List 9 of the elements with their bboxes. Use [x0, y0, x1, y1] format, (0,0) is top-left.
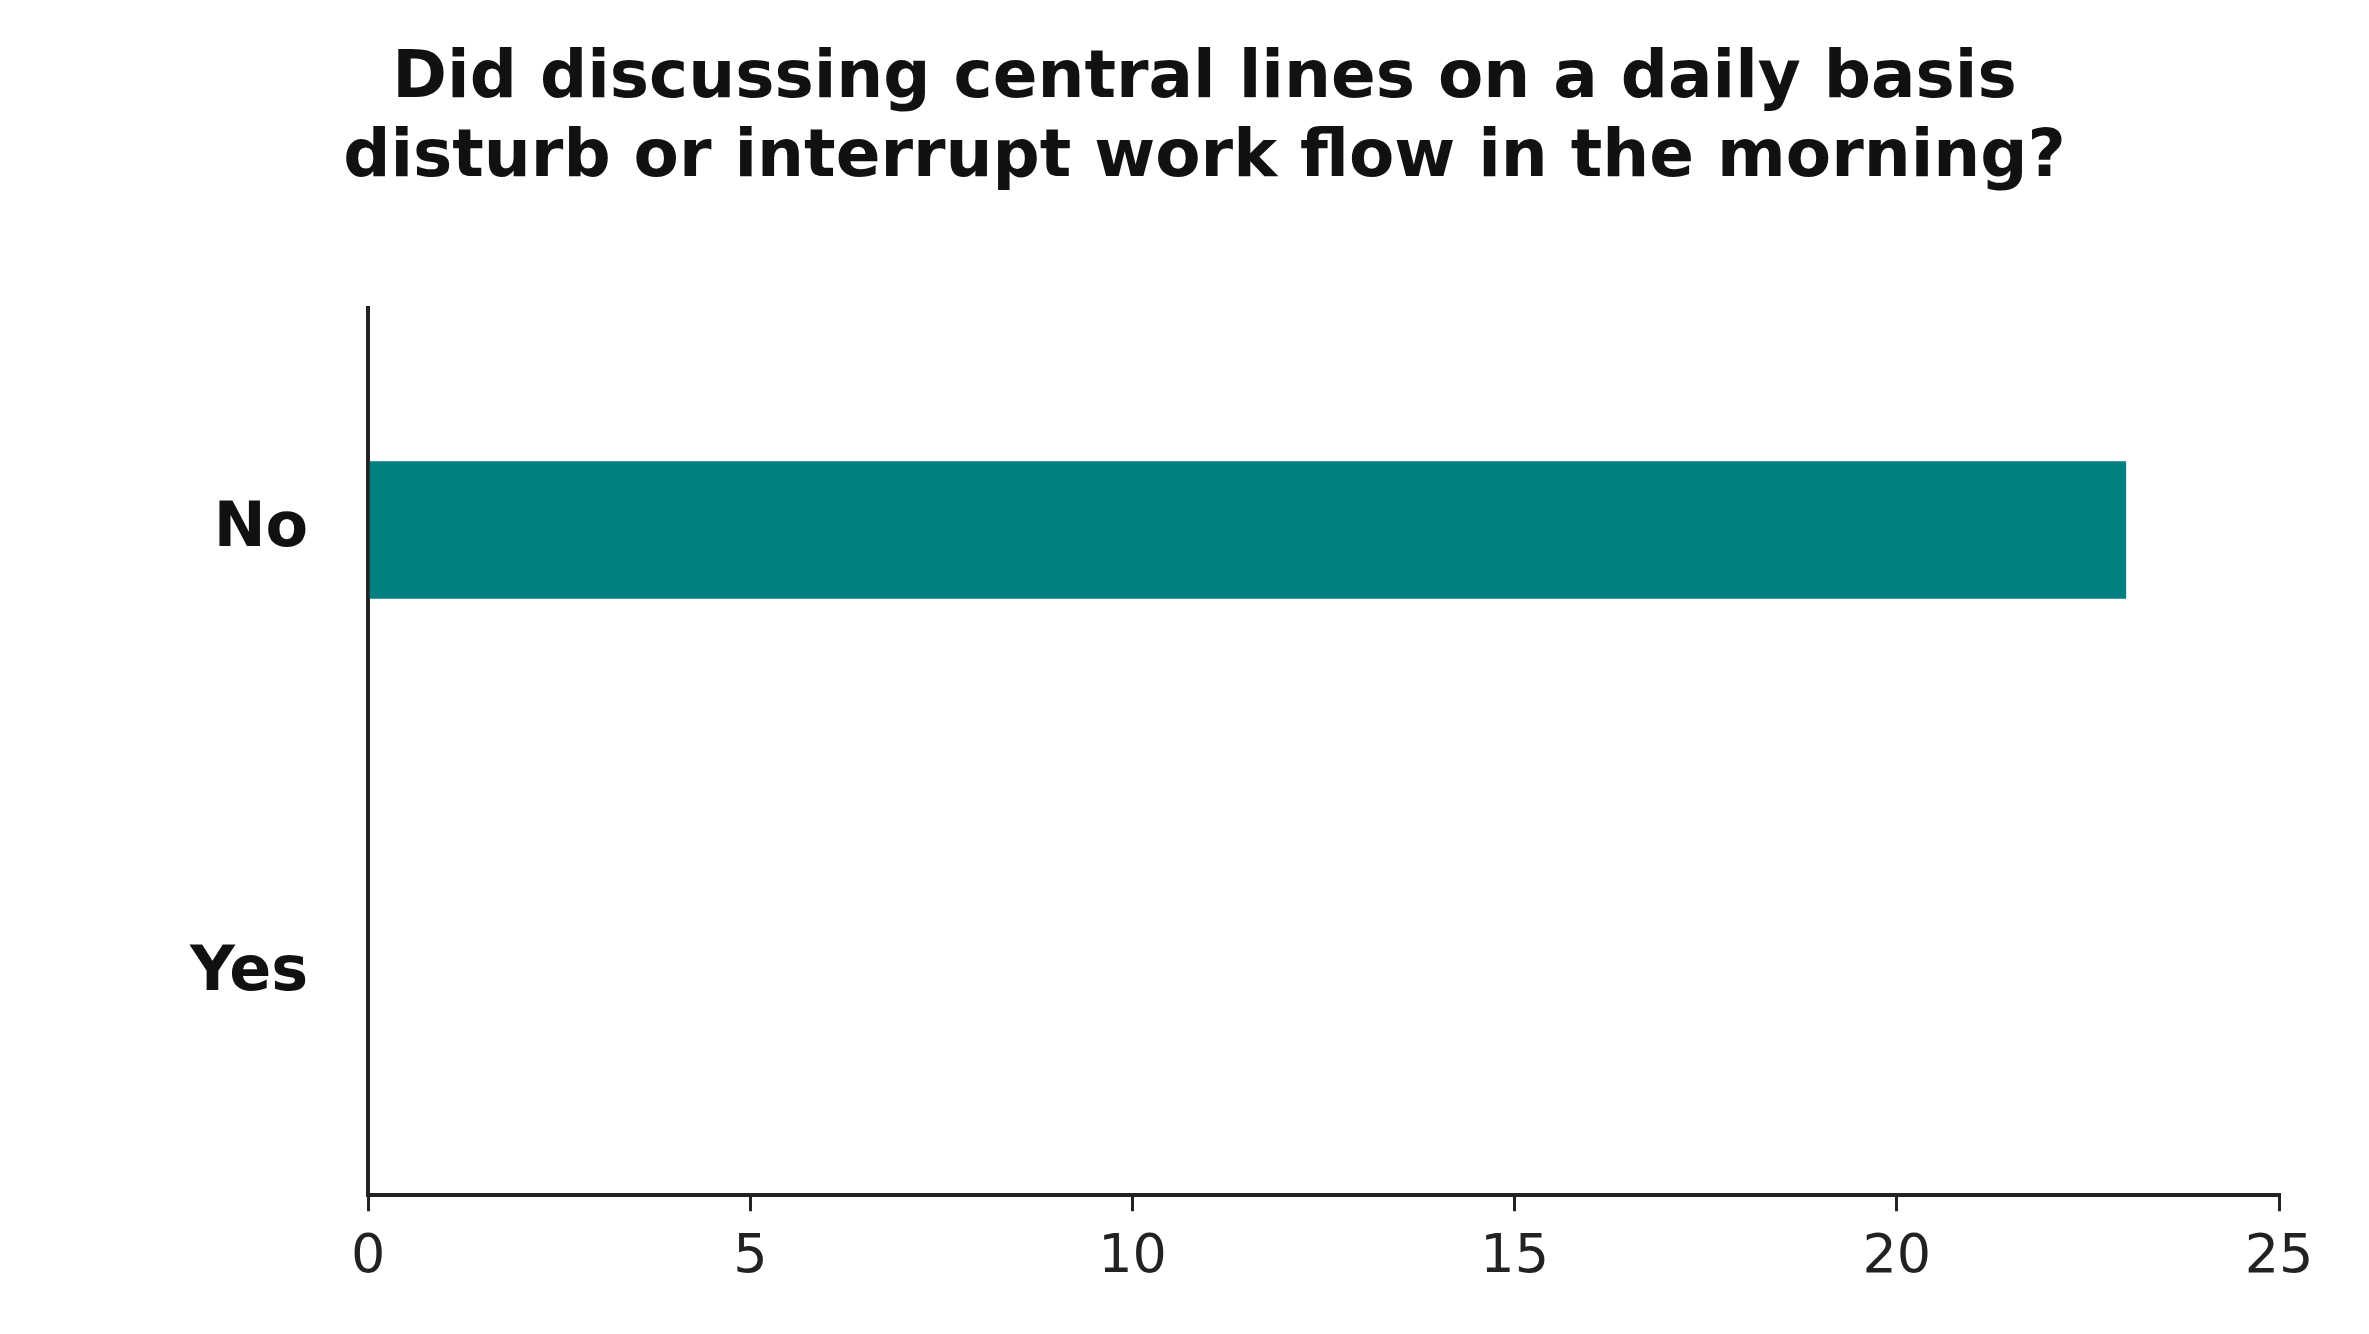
x-tick-label: 15: [1480, 1221, 1550, 1285]
x-tick-label: 10: [1098, 1221, 1167, 1285]
chart-title: Did discussing central lines on a daily basis disturb or interrupt work flow in the morning?: [343, 35, 2066, 192]
x-tick-label: 20: [1862, 1221, 1932, 1285]
x-tick-label: 0: [350, 1221, 386, 1285]
y-tick-label: Yes: [188, 931, 309, 1005]
y-tick-label: No: [213, 488, 309, 562]
x-tick-label: 25: [2244, 1221, 2314, 1285]
x-tick-label: 5: [733, 1221, 768, 1285]
